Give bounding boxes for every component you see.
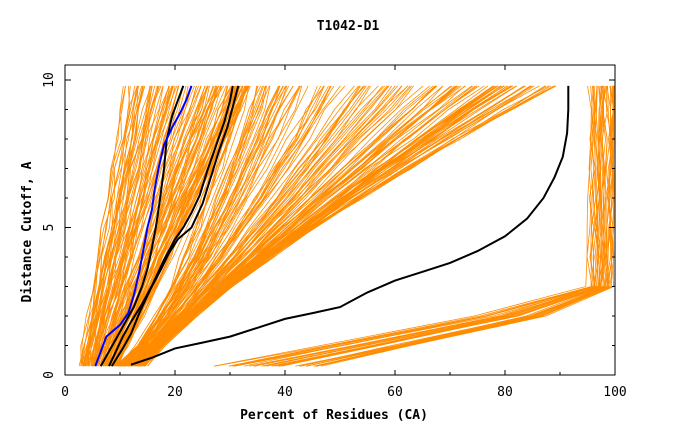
model-curve bbox=[137, 85, 478, 367]
model-curve bbox=[96, 85, 189, 367]
model-curves bbox=[78, 85, 615, 367]
model-curve bbox=[105, 85, 219, 367]
model-curve bbox=[253, 85, 601, 367]
model-curve bbox=[133, 85, 460, 367]
model-curve bbox=[130, 85, 437, 367]
model-curve bbox=[271, 85, 605, 367]
x-tick-label: 80 bbox=[497, 385, 513, 400]
model-curve bbox=[232, 85, 597, 367]
model-curve bbox=[125, 85, 367, 367]
model-curve bbox=[124, 85, 294, 367]
x-tick-label: 40 bbox=[277, 385, 293, 400]
model-curve bbox=[117, 85, 271, 367]
x-tick-label: 20 bbox=[167, 385, 183, 400]
model-curve bbox=[261, 85, 604, 367]
model-curve bbox=[100, 85, 199, 367]
y-tick-label: 0 bbox=[42, 371, 57, 379]
x-axis: 0 20 40 60 80 100 bbox=[61, 65, 627, 400]
x-tick-label: 100 bbox=[603, 385, 626, 400]
y-axis-label: Distance Cutoff, A bbox=[20, 161, 35, 302]
series-line-4 bbox=[130, 85, 570, 366]
series-line-2 bbox=[108, 85, 234, 367]
model-curve bbox=[117, 85, 264, 367]
model-curve bbox=[127, 85, 318, 367]
model-curve bbox=[121, 85, 286, 367]
model-curve bbox=[99, 85, 187, 367]
series-line-1 bbox=[94, 85, 193, 367]
model-curve bbox=[80, 85, 138, 367]
model-curve bbox=[91, 85, 164, 367]
model-curve bbox=[124, 85, 322, 367]
model-curve bbox=[132, 85, 436, 367]
model-curve bbox=[92, 85, 176, 367]
model-curve bbox=[129, 85, 402, 367]
model-curve bbox=[90, 85, 162, 367]
y-axis: 0 5 10 bbox=[42, 72, 615, 379]
model-curve bbox=[140, 85, 511, 367]
x-tick-label: 0 bbox=[61, 385, 69, 400]
model-curve bbox=[279, 85, 605, 367]
model-curve bbox=[299, 85, 611, 367]
model-curve bbox=[129, 85, 412, 367]
model-curve bbox=[78, 85, 126, 367]
x-tick-label: 60 bbox=[387, 385, 403, 400]
model-curve bbox=[233, 85, 597, 367]
series-curves bbox=[94, 85, 570, 367]
model-curve bbox=[82, 85, 139, 367]
model-curve bbox=[144, 85, 546, 367]
model-curve bbox=[88, 85, 146, 367]
model-curve bbox=[92, 85, 173, 367]
model-curve bbox=[229, 85, 596, 367]
chart-title: T1042-D1 bbox=[317, 19, 380, 34]
model-curve bbox=[213, 85, 592, 367]
model-curve bbox=[214, 85, 593, 367]
model-curve bbox=[124, 85, 303, 367]
y-tick-label: 5 bbox=[42, 224, 57, 232]
model-curve bbox=[118, 85, 266, 367]
y-tick-label: 10 bbox=[42, 72, 57, 88]
model-curve bbox=[124, 85, 335, 367]
series-line-0 bbox=[99, 85, 185, 367]
model-curve bbox=[111, 85, 221, 367]
model-curve bbox=[87, 85, 152, 367]
model-curve bbox=[93, 85, 170, 367]
model-curve bbox=[83, 85, 131, 367]
model-curve bbox=[119, 85, 262, 367]
model-curve bbox=[83, 85, 144, 367]
series-line-3 bbox=[110, 85, 240, 367]
x-axis-label: Percent of Residues (CA) bbox=[240, 408, 428, 423]
model-curve bbox=[306, 85, 615, 367]
model-curve bbox=[84, 85, 152, 367]
model-curve bbox=[130, 85, 361, 367]
model-curve bbox=[98, 85, 193, 367]
model-curve bbox=[137, 85, 452, 367]
model-curve bbox=[142, 85, 531, 367]
